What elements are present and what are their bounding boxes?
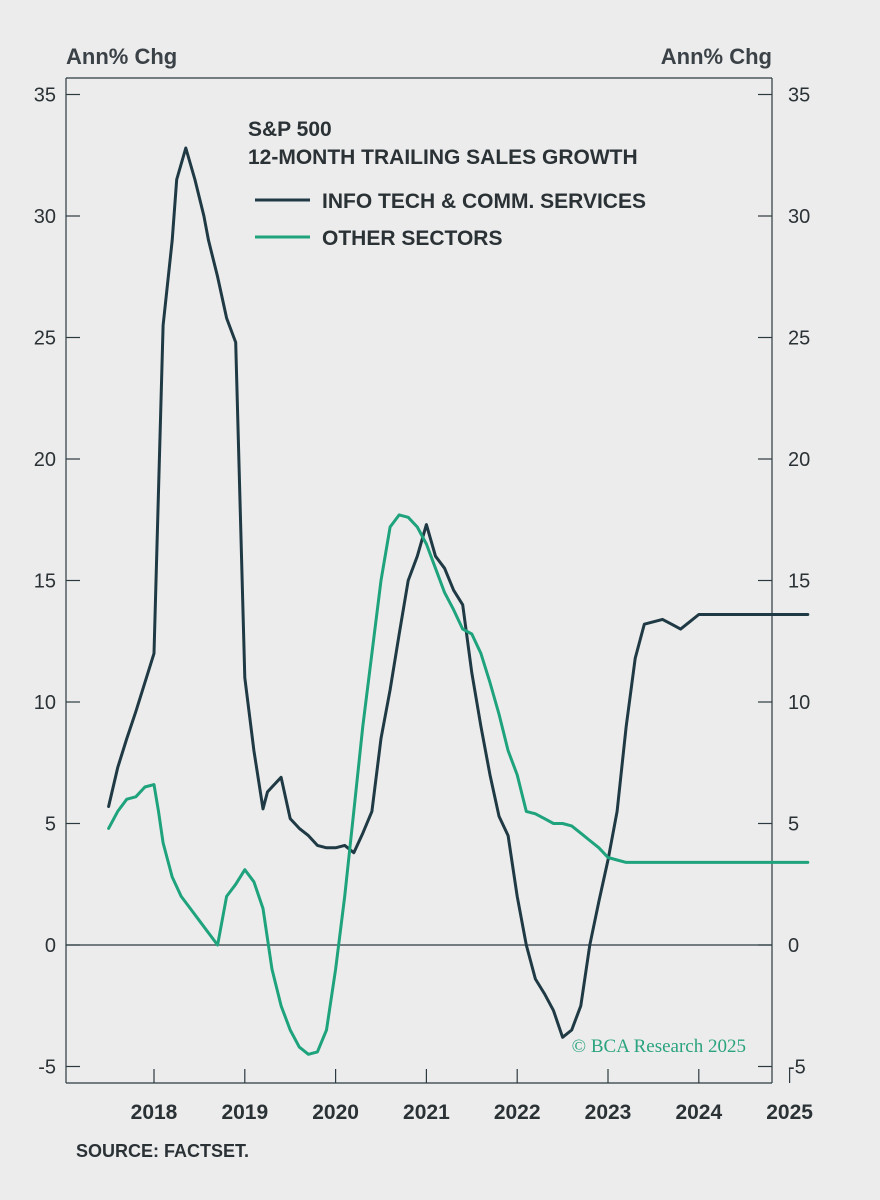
x-tick-label: 2021 <box>403 1101 450 1124</box>
y-tick-label-right: 25 <box>788 328 810 350</box>
x-tick-label: 2019 <box>221 1101 268 1124</box>
y-tick-label-right: 5 <box>788 814 799 836</box>
y-tick-label-left: 35 <box>34 85 56 107</box>
y-tick-label-left: 15 <box>34 571 56 593</box>
y-tick-label-right: -5 <box>788 1057 806 1079</box>
x-tick-label: 2018 <box>131 1101 178 1124</box>
y-tick-label-left: 10 <box>34 692 56 714</box>
y-tick-label-left: 20 <box>34 449 56 471</box>
y-tick-label-right: 20 <box>788 449 810 471</box>
y-tick-label-left: 0 <box>45 935 56 957</box>
y-tick-label-right: 15 <box>788 571 810 593</box>
y-tick-label-left: -5 <box>38 1057 56 1079</box>
legend-label-info-tech: INFO TECH & COMM. SERVICES <box>322 190 646 213</box>
y-tick-label-right: 10 <box>788 692 810 714</box>
y-tick-label-right: 30 <box>788 206 810 228</box>
x-tick-label: 2023 <box>585 1101 632 1124</box>
left-axis-unit-label: Ann% Chg <box>66 44 177 69</box>
x-tick-label: 2024 <box>675 1101 722 1124</box>
x-tick-label: 2025 <box>766 1101 813 1124</box>
copyright-note: © BCA Research 2025 <box>572 1036 746 1057</box>
chart-title: S&P 500 <box>248 118 332 141</box>
y-tick-label-right: 35 <box>788 85 810 107</box>
y-tick-label-left: 25 <box>34 328 56 350</box>
x-tick-label: 2020 <box>312 1101 359 1124</box>
source-note: SOURCE: FACTSET. <box>76 1141 249 1161</box>
chart-subtitle: 12-MONTH TRAILING SALES GROWTH <box>248 146 638 169</box>
right-axis-unit-label: Ann% Chg <box>661 44 772 69</box>
y-tick-label-left: 5 <box>45 814 56 836</box>
y-tick-label-left: 30 <box>34 206 56 228</box>
y-tick-label-right: 0 <box>788 935 799 957</box>
x-tick-label: 2022 <box>494 1101 541 1124</box>
legend-label-other-sectors: OTHER SECTORS <box>322 227 502 250</box>
